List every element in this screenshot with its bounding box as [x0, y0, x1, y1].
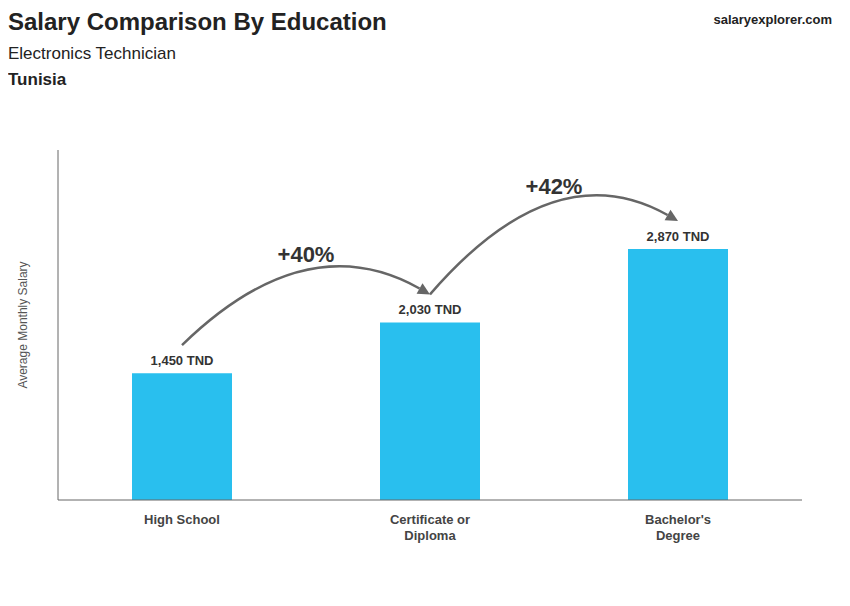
html-text:Electronics Technician: Electronics Technician	[8, 44, 176, 63]
svg-text:Certificate orDiploma: Certificate orDiploma	[390, 512, 470, 543]
svg-text:High School: High School	[144, 512, 220, 527]
svg-text:+40%: +40%	[278, 242, 335, 267]
svg-text:2,030 TND: 2,030 TND	[399, 302, 462, 317]
svg-text:Bachelor'sDegree: Bachelor'sDegree	[645, 512, 711, 543]
svg-text:2,870 TND: 2,870 TND	[647, 229, 710, 244]
html-text:Salary Comparison By Education: Salary Comparison By Education	[8, 8, 387, 35]
svg-text:1,450 TND: 1,450 TND	[151, 353, 214, 368]
svg-text:+42%: +42%	[526, 174, 583, 199]
svg-text:Average Monthly Salary: Average Monthly Salary	[16, 261, 30, 388]
html-text:Tunisia: Tunisia	[8, 70, 67, 89]
html-text:salaryexplorer.com: salaryexplorer.com	[713, 12, 832, 27]
